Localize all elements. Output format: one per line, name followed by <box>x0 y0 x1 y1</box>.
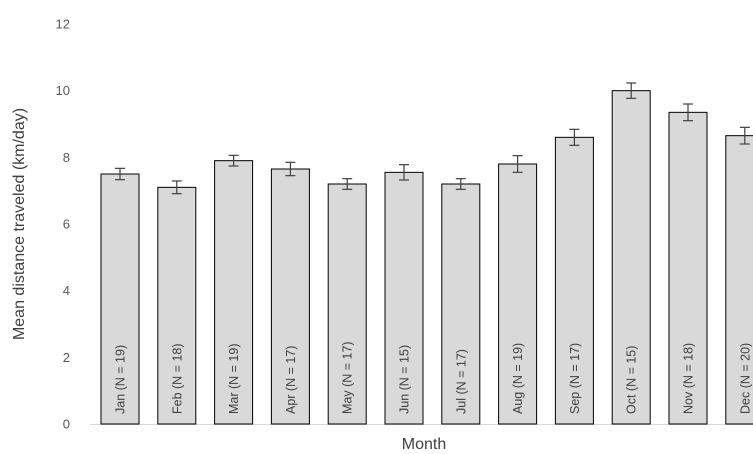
error-bar <box>739 126 750 145</box>
bar-category-label: Apr (N = 17) <box>284 346 298 414</box>
error-bar <box>512 155 523 173</box>
bar-category-label: Nov (N = 18) <box>682 343 696 414</box>
bar <box>270 168 310 425</box>
error-bar <box>115 167 125 181</box>
bar-labels: Jan (N = 19) Feb (N = 18) Mar (N = 19) Apr … <box>114 341 753 414</box>
bar <box>100 173 140 425</box>
bar <box>157 186 197 425</box>
error-bar <box>285 161 296 177</box>
bar <box>441 183 481 425</box>
bars <box>100 90 753 425</box>
bar-category-label: Aug (N = 19) <box>511 343 525 414</box>
error-bars <box>115 82 750 195</box>
error-bar <box>569 128 580 146</box>
bar-category-label: Jan (N = 19) <box>114 345 128 414</box>
bar <box>498 163 538 425</box>
y-tick-label: 4 <box>63 283 70 298</box>
error-bar <box>342 178 353 190</box>
bar <box>611 90 651 425</box>
bar <box>384 171 424 425</box>
bar <box>327 183 367 425</box>
bar <box>668 111 708 425</box>
error-bar <box>399 164 409 181</box>
y-tick-label: 8 <box>63 150 70 165</box>
bar-category-label: Mar (N = 19) <box>227 343 241 414</box>
y-axis-title: Mean distance traveled (km/day) <box>11 108 28 340</box>
error-bar <box>228 154 239 167</box>
bar-category-label: Dec (N = 20) <box>738 343 752 414</box>
y-axis-ticks: 0 2 4 6 8 10 12 <box>56 17 70 432</box>
y-tick-label: 12 <box>56 17 70 32</box>
y-tick-label: 6 <box>63 217 70 232</box>
error-bar <box>683 103 693 122</box>
bar-category-label: Feb (N = 18) <box>170 343 184 414</box>
x-axis-title: Month <box>402 436 446 453</box>
error-bar <box>455 178 466 190</box>
bar-category-label: Jun (N = 15) <box>398 345 412 414</box>
bar-category-label: May (N = 17) <box>341 341 355 414</box>
bar-category-label: Sep (N = 17) <box>568 343 582 414</box>
error-bar <box>171 180 182 195</box>
y-tick-label: 0 <box>63 417 70 432</box>
bar-category-label: Oct (N = 15) <box>625 346 639 414</box>
y-tick-label: 10 <box>56 83 70 98</box>
error-bar <box>626 82 637 99</box>
bar <box>554 136 594 425</box>
bar-category-label: Jul (N = 17) <box>454 349 468 414</box>
y-tick-label: 2 <box>63 350 70 365</box>
